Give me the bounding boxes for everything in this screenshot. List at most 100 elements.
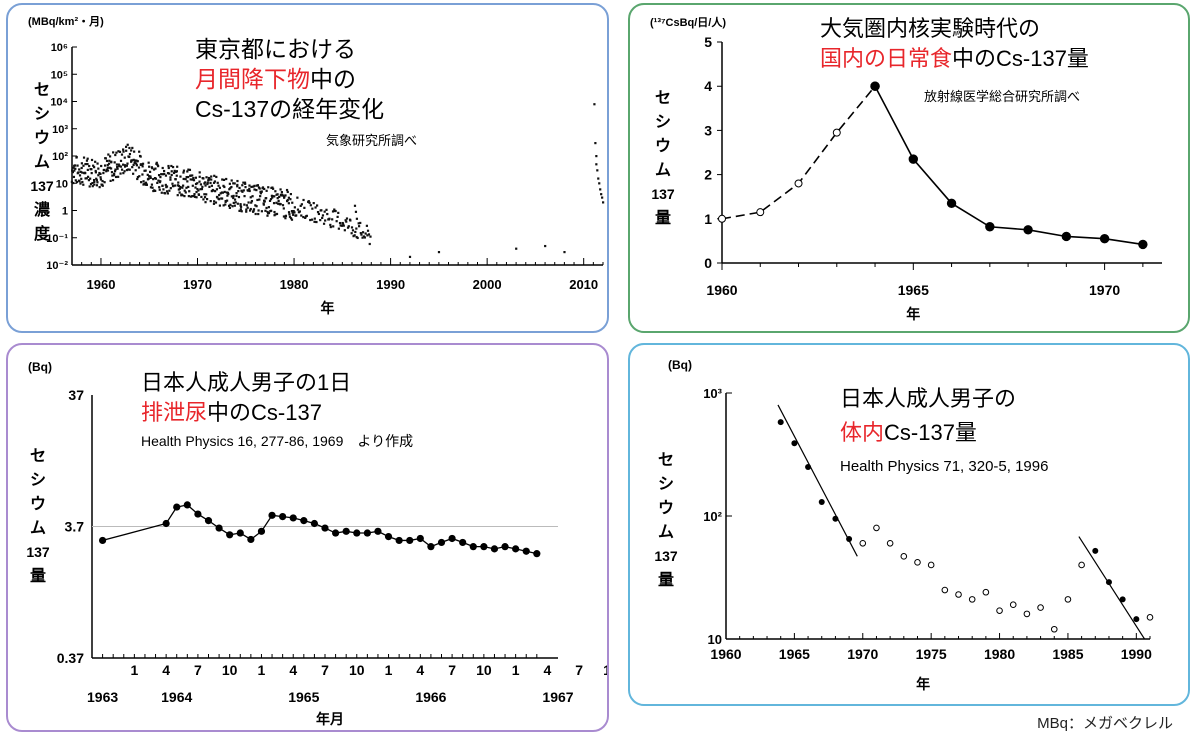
data-point <box>135 159 138 162</box>
data-point <box>279 202 282 206</box>
data-point <box>273 210 276 214</box>
data-point <box>163 192 167 195</box>
data-point <box>101 179 104 183</box>
data-point <box>279 188 282 191</box>
data-point <box>173 503 181 511</box>
chart-title-line: 東京都における <box>195 36 356 62</box>
data-point <box>144 169 147 172</box>
data-point <box>260 190 263 193</box>
data-point-open <box>859 539 867 547</box>
data-point <box>311 207 314 210</box>
data-point <box>563 250 566 254</box>
data-point <box>437 538 446 547</box>
data-point <box>239 205 243 208</box>
data-point <box>290 210 294 213</box>
data-point <box>302 198 305 202</box>
x-tick-label: 7 <box>194 662 202 678</box>
data-point <box>195 196 198 199</box>
x-axis-label: 年 <box>916 676 930 692</box>
data-point <box>118 165 121 168</box>
data-point <box>181 194 184 197</box>
data-point <box>490 545 499 553</box>
x-tick-label: 10 <box>349 662 365 678</box>
data-point <box>275 212 279 216</box>
data-point <box>241 184 244 187</box>
data-point <box>300 214 303 217</box>
x-tick-label: 1 <box>130 662 138 678</box>
data-point <box>73 169 76 172</box>
y-tick-label: 10² <box>52 151 68 163</box>
y-axis-label-char: 137 <box>651 186 675 202</box>
data-point <box>230 185 233 189</box>
unit-label: (MBq/km²・月) <box>28 15 104 28</box>
data-point-open <box>955 591 962 598</box>
data-point <box>163 169 166 173</box>
data-point <box>282 194 285 197</box>
data-point <box>202 198 205 201</box>
data-point <box>195 190 198 194</box>
data-point <box>114 153 117 157</box>
data-point <box>131 166 134 169</box>
data-point <box>239 208 242 211</box>
data-point <box>480 543 488 551</box>
data-point <box>119 159 123 162</box>
data-point <box>287 202 290 205</box>
data-point <box>130 160 133 163</box>
data-point <box>214 201 218 204</box>
data-point <box>106 163 109 167</box>
data-point <box>278 195 281 199</box>
y-axis-label-char: セ <box>658 452 674 469</box>
data-point <box>191 178 194 181</box>
data-point <box>92 164 95 167</box>
data-point <box>302 215 305 219</box>
data-point <box>197 193 201 196</box>
data-point <box>71 169 74 172</box>
data-point <box>264 209 267 212</box>
data-point <box>251 195 254 198</box>
data-point <box>199 183 203 186</box>
data-point <box>236 179 239 183</box>
chart-urine: (Bq) 37 3.7 0.37 1 4 7 10 1 4 7 10 1 4 7 10 1 4 7 10 1963 196… <box>26 360 607 727</box>
data-point <box>111 174 114 177</box>
data-point <box>229 187 232 190</box>
data-point <box>161 166 164 170</box>
data-point <box>231 205 234 208</box>
data-point <box>197 189 200 192</box>
data-point <box>216 181 219 184</box>
data-point <box>315 220 318 224</box>
data-point <box>253 184 256 187</box>
x-tick-label: 7 <box>575 662 583 678</box>
x-tick-label: 10 <box>603 662 607 678</box>
data-point <box>351 229 355 232</box>
y-tick-label: 10⁻¹ <box>46 233 68 245</box>
data-point <box>263 200 266 203</box>
data-point <box>82 164 85 167</box>
data-point <box>215 524 223 532</box>
data-point <box>416 534 424 543</box>
data-point <box>122 150 125 153</box>
data-point <box>107 162 111 165</box>
data-point <box>317 212 321 216</box>
data-point <box>165 185 169 188</box>
data-point <box>203 193 206 196</box>
data-point <box>189 174 192 177</box>
data-point <box>326 212 329 216</box>
x-tick-label: 1960 <box>710 646 741 662</box>
data-point <box>515 247 518 250</box>
y-axis-label-char: シ <box>30 472 46 489</box>
data-point <box>522 547 530 555</box>
data-point <box>188 168 192 171</box>
data-point <box>114 175 118 179</box>
chart-title-line: 月間降下物中の <box>195 66 356 92</box>
data-point <box>234 201 237 204</box>
data-point <box>292 209 295 213</box>
data-point <box>188 190 191 193</box>
data-point-open <box>1078 561 1085 569</box>
data-point <box>437 250 441 254</box>
data-point <box>145 183 148 186</box>
data-point <box>291 201 294 204</box>
scatter-points <box>70 103 605 258</box>
y-axis-label-char: シ <box>655 114 671 131</box>
data-point-open <box>1050 625 1058 633</box>
data-point <box>368 242 371 246</box>
